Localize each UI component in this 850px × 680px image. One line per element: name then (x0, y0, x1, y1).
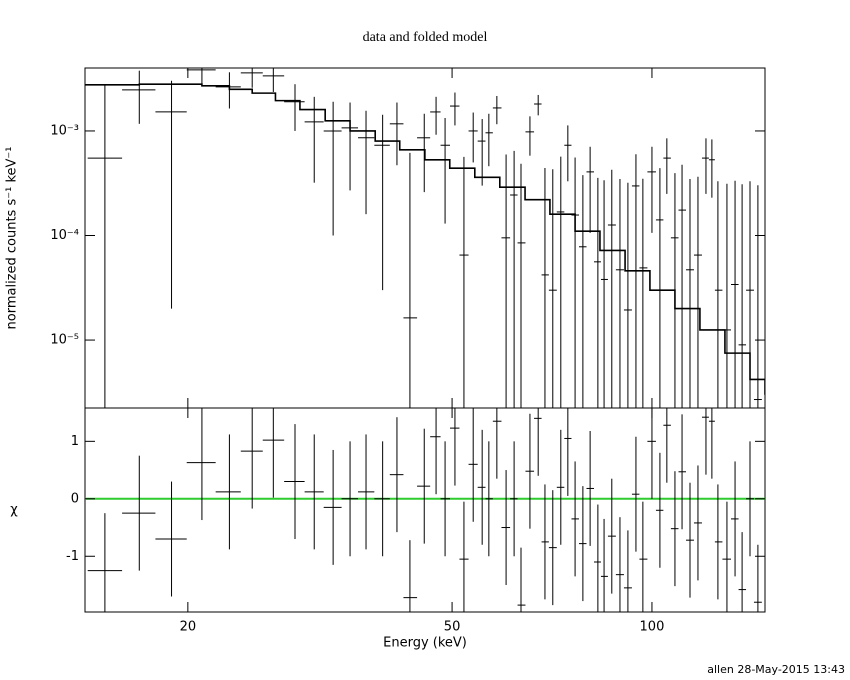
y-tick-label: 10⁻⁵ (50, 333, 79, 348)
frame (84, 407, 766, 613)
y-tick-label: -1 (66, 549, 79, 564)
x-tick-label: 100 (640, 620, 665, 635)
y-tick-label: 10⁻⁴ (50, 228, 79, 243)
chart-title: data and folded model (363, 30, 488, 45)
plot-area (85, 408, 765, 612)
y-tick-label: 1 (71, 434, 79, 449)
x-tick-label: 50 (444, 620, 461, 635)
y-axis-label: normalized counts s⁻¹ keV⁻¹ (5, 147, 20, 330)
x-axis-label: Energy (keV) (383, 636, 467, 651)
model-line (85, 83, 765, 395)
footer: allen 28-May-2015 13:43 (707, 663, 845, 676)
x-tick-label: 20 (180, 620, 197, 635)
y-axis-label: χ (10, 503, 18, 518)
y-tick-label: 10⁻³ (50, 123, 79, 138)
y-tick-label: 0 (71, 491, 79, 506)
plot-area (85, 68, 765, 408)
frame (84, 67, 766, 409)
